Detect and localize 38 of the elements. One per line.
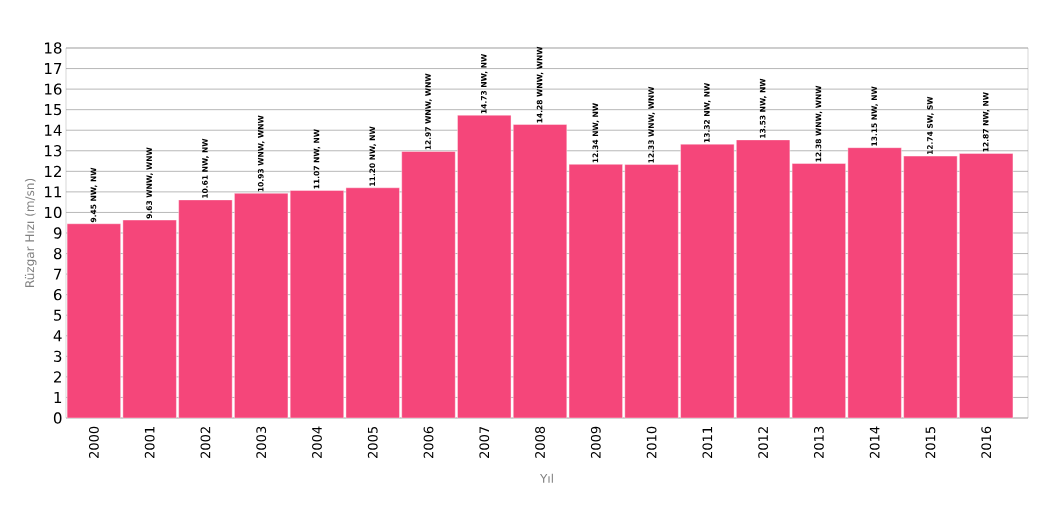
y-tick-label: 12 — [45, 165, 61, 177]
x-tick-label: 2012 — [758, 427, 769, 458]
y-tick-label: 5 — [54, 309, 62, 321]
y-tick-label: 0 — [53, 412, 62, 424]
x-tick-label: 2010 — [646, 426, 657, 458]
y-axis-title: Rüzgar Hızı (m/sn) — [24, 178, 37, 287]
y-tick-label: 14 — [45, 124, 62, 136]
x-tick-label: 2003 — [256, 426, 267, 458]
y-tick-label: 18 — [45, 42, 62, 54]
x-tick-label: 2008 — [535, 426, 545, 458]
x-tick-label: 2011 — [702, 427, 713, 458]
y-tick-label: 10 — [45, 206, 62, 219]
x-tick-label: 2009 — [590, 426, 601, 458]
x-tick-label: 2000 — [88, 426, 99, 458]
y-tick-label: 17 — [45, 63, 62, 75]
x-tick-label: 2005 — [367, 426, 378, 458]
x-tick-label: 2013 — [813, 426, 824, 458]
y-tick-label: 7 — [54, 268, 62, 280]
y-tick-label: 11 — [45, 186, 62, 198]
y-tick-label: 6 — [53, 288, 62, 301]
y-tick-label: 1 — [54, 391, 62, 403]
x-tick-label: 2002 — [200, 427, 211, 458]
y-tick-label: 8 — [53, 247, 62, 260]
y-tick-label: 4 — [53, 330, 62, 342]
y-tick-label: 2 — [54, 371, 61, 383]
x-tick-label: 2001 — [144, 427, 155, 458]
y-tick-label: 15 — [45, 104, 62, 116]
x-tick-label: 2007 — [479, 426, 490, 458]
y-tick-label: 3 — [54, 350, 62, 363]
y-tick-label: 16 — [45, 83, 62, 95]
x-tick-label: 2006 — [423, 426, 434, 458]
x-axis-title: Yıl — [539, 473, 553, 483]
x-tick-label: 2014 — [869, 426, 880, 458]
y-tick-label: 13 — [45, 145, 62, 157]
x-tick-label: 2015 — [925, 426, 936, 458]
x-tick-label: 2004 — [312, 426, 322, 458]
y-tick-label: 9 — [53, 227, 62, 239]
x-tick-label: 2016 — [981, 426, 992, 458]
